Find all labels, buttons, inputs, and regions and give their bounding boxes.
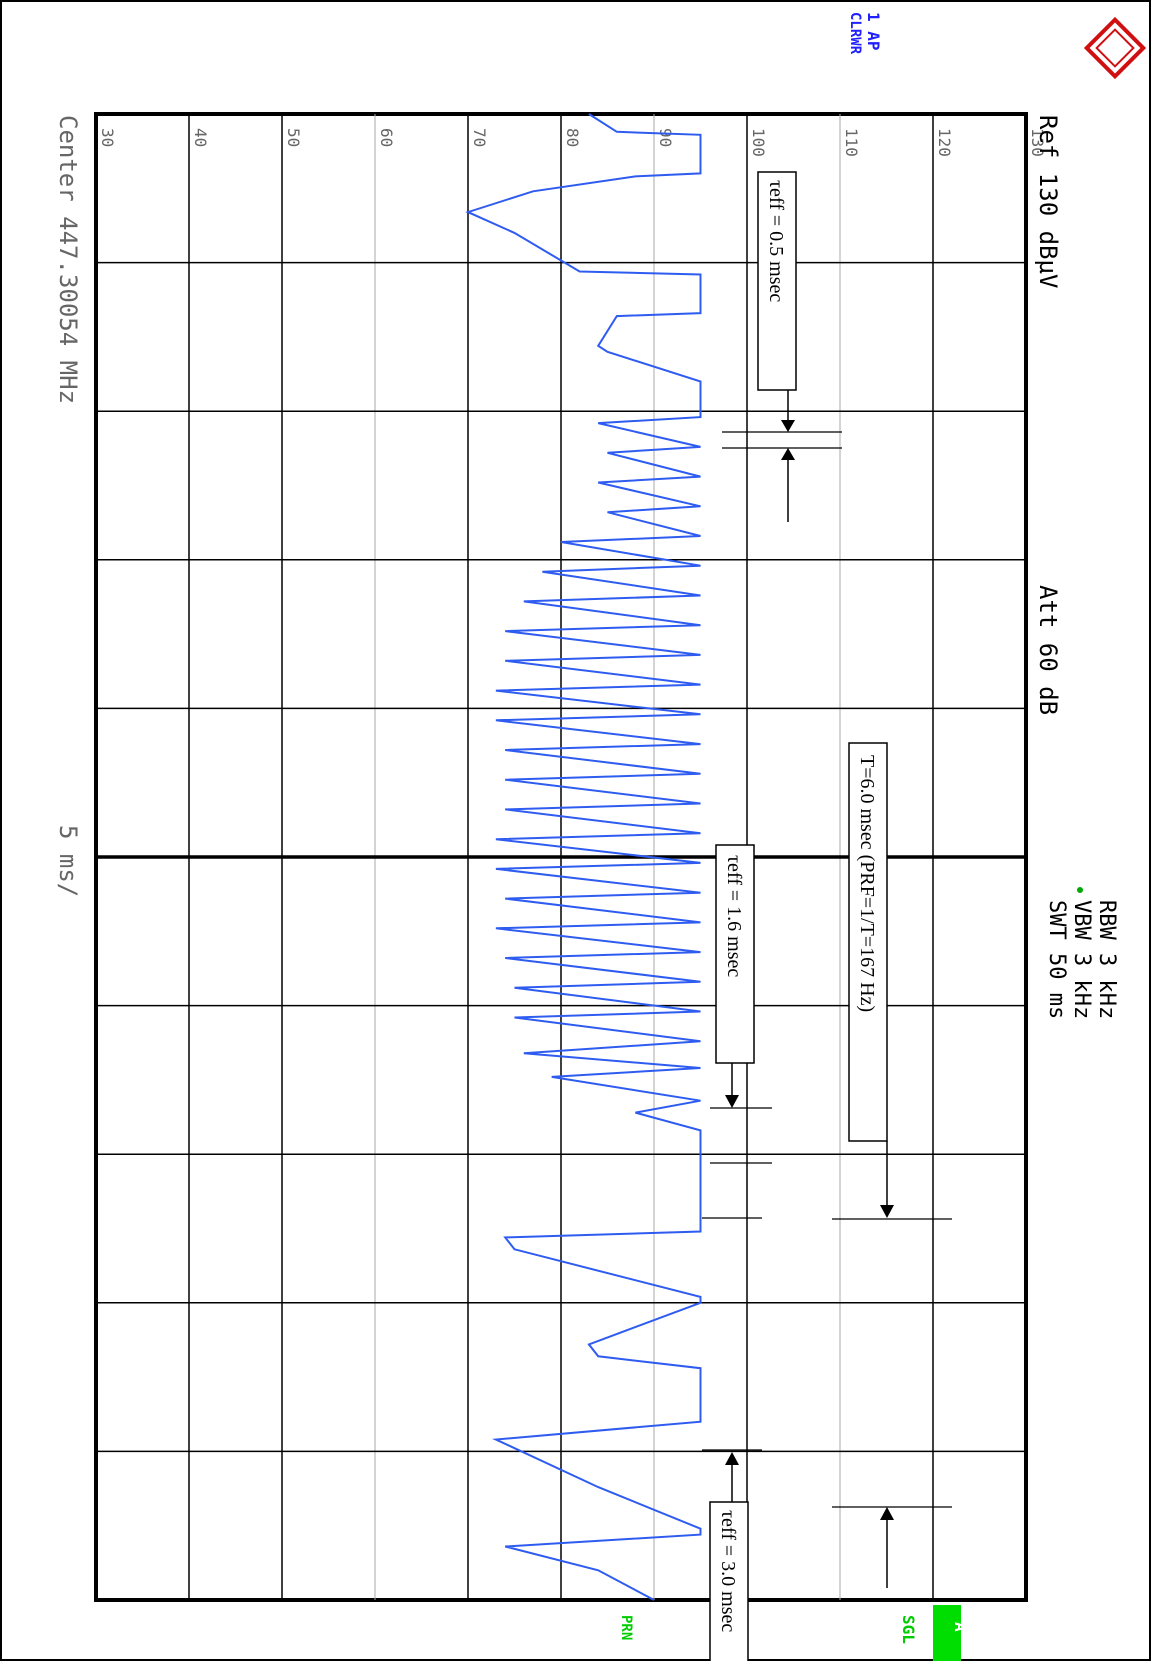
trace-label-2: CLRWR [847,12,863,55]
vbw-marker-icon [1077,887,1083,893]
amplitude-tick-label: 30 [98,128,117,147]
amplitude-tick-label: 60 [377,128,396,147]
tau3-text: τeff = 3.0 msec [717,1510,739,1632]
amplitude-tick-label: 40 [191,128,210,147]
period-arrowhead-bottom [880,1507,894,1520]
trace-label-1: 1 AP [864,12,883,51]
prn-label: PRN [618,1615,634,1640]
amplitude-tick-label: 90 [656,128,675,147]
rs-logo-icon [1083,16,1147,80]
period-box [848,742,888,1142]
annotations: τeff = 0.5 msec T=6.0 msec (PRF=1/T=167 … [702,171,952,1661]
period-arrowhead-top [880,1205,894,1218]
sgl-label: SGL [899,1615,918,1644]
amplitude-tick-label: 130 [1028,128,1047,157]
ref-label: Ref 130 dBµV [1034,115,1062,288]
division-label: 5 ms/ [54,825,82,897]
status-badge [933,1605,961,1661]
amplitude-tick-label: 80 [563,128,582,147]
amplitude-tick-label: 110 [842,128,861,157]
amplitude-tick-label: 70 [470,128,489,147]
tau2-arrowhead [725,1095,739,1108]
tau1-box [757,171,797,391]
vbw-label: VBW 3 kHz [1069,900,1094,1019]
status-badge-text: A [951,1622,970,1632]
header-labels: Ref 130 dBµV Att 60 dB RBW 3 kHz VBW 3 k… [54,12,1119,1661]
center-frequency-label: Center 447.30054 MHz [54,115,82,404]
amplitude-tick-label: 120 [935,128,954,157]
tau1-text: τeff = 0.5 msec [765,180,787,302]
tau1-arrowhead-bottom [781,448,795,460]
rbw-label: RBW 3 kHz [1094,900,1119,1019]
period-text: T=6.0 msec (PRF=1/T=167 Hz) [856,755,878,1012]
tau3-box [709,1501,749,1661]
tau2-text: τeff = 1.6 msec [723,855,745,977]
tau1-arrowhead-top [781,420,795,432]
amplitude-tick-label: 50 [284,128,303,147]
plot-area: 30 40 50 60 70 80 90 100 110 120 130 [94,112,1047,1602]
amplitude-tick-label: 100 [749,128,768,157]
tau2-box [715,844,755,1064]
tau3-arrowhead [725,1452,739,1465]
swt-label: SWT 50 ms [1044,900,1069,1019]
att-label: Att 60 dB [1034,585,1062,715]
trace-line [465,113,702,1601]
